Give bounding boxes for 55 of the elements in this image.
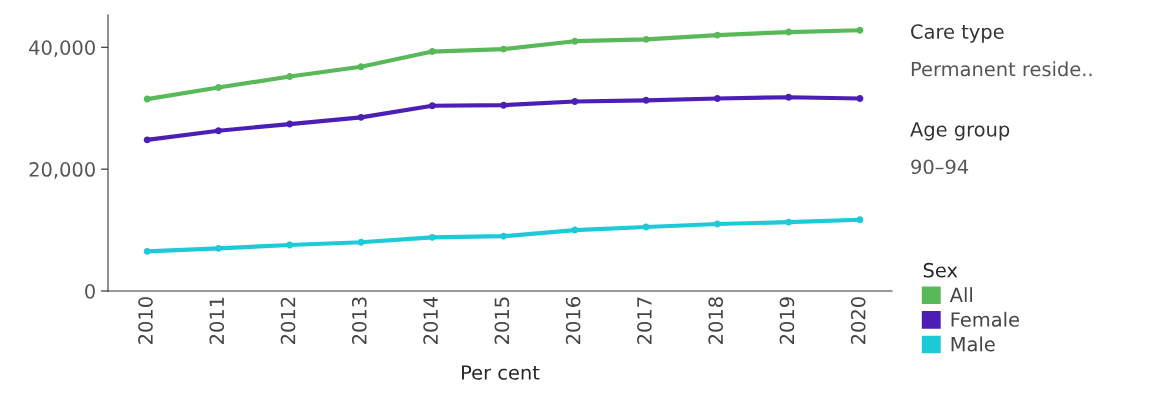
point — [428, 233, 436, 241]
x-tick-label: 2018 — [708, 297, 724, 344]
point — [571, 226, 579, 234]
point — [500, 232, 508, 240]
point — [500, 101, 508, 109]
text: 90–94 — [911, 159, 969, 175]
point — [143, 247, 151, 255]
text: Permanent reside.. — [911, 61, 1092, 77]
x-tick-label: 2012 — [280, 297, 296, 344]
y-tick-label: 20,000 — [29, 162, 95, 179]
legend-label: All — [949, 287, 973, 302]
x-tick-label: 2011 — [209, 297, 225, 344]
x-tick-label: 2017 — [637, 297, 652, 344]
legend-title: Sex — [923, 262, 958, 278]
point — [785, 218, 793, 226]
text: Age group — [910, 122, 1010, 141]
x-tick-label: 2016 — [565, 297, 581, 344]
x-tick-label: 2014 — [423, 296, 438, 344]
y-tick-label: 40,000 — [29, 40, 95, 57]
point — [143, 95, 151, 103]
x-tick-label: 2015 — [494, 297, 510, 344]
point — [428, 102, 436, 110]
y-tick-label: 0 — [85, 283, 95, 299]
point — [143, 136, 151, 144]
point — [856, 26, 864, 34]
x-axis-title: Per cent — [462, 365, 540, 380]
point — [286, 73, 294, 81]
point — [428, 48, 436, 56]
x-tick-label: 2013 — [351, 297, 367, 344]
point — [713, 220, 721, 228]
point — [856, 95, 864, 102]
point — [571, 37, 579, 45]
point — [785, 28, 793, 36]
point — [357, 238, 365, 246]
point — [286, 241, 294, 249]
point — [357, 63, 365, 71]
point — [785, 93, 793, 101]
point — [286, 120, 294, 128]
point — [357, 113, 365, 121]
point — [215, 244, 222, 252]
point — [571, 98, 579, 105]
point — [642, 96, 650, 104]
point — [713, 95, 721, 102]
legend-label: Female — [951, 311, 1019, 327]
point — [215, 127, 222, 135]
point — [500, 45, 508, 53]
point — [215, 84, 222, 91]
x-tick-label: 2010 — [138, 297, 153, 344]
x-tick-label: 2019 — [779, 297, 795, 344]
legend-label: Male — [951, 336, 995, 352]
text: Care type — [911, 24, 1004, 43]
x-tick-label: 2020 — [850, 297, 866, 344]
point — [713, 31, 721, 39]
point — [856, 216, 864, 224]
point — [642, 35, 650, 43]
